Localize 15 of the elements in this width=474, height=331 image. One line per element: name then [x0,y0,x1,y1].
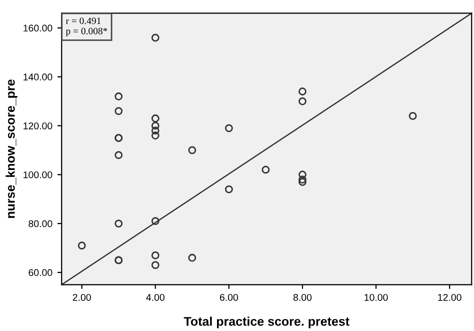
y-tick-label: 160.00 [24,24,52,32]
y-tick-label: 80.00 [28,220,52,228]
y-tick-label: 100.00 [24,171,52,178]
y-tick-label: 120.00 [24,122,52,130]
annotation: r = 0.491 p = 0.008* [66,18,108,36]
x-tick-label: 12.00 [438,294,462,301]
x-tick-label: 10.00 [364,294,388,301]
y-axis-title: nurse_know_score_pre [6,80,18,218]
x-axis-title: Total practice score. pretest [184,316,350,328]
y-tick-label: 60.00 [28,269,52,276]
x-tick-label: 6.00 [220,294,238,301]
x-tick-label: 8.00 [293,294,312,301]
x-tick-label: 4.00 [146,294,164,301]
y-tick-label: 140.00 [24,74,52,80]
x-tick-label: 2.00 [72,294,91,301]
